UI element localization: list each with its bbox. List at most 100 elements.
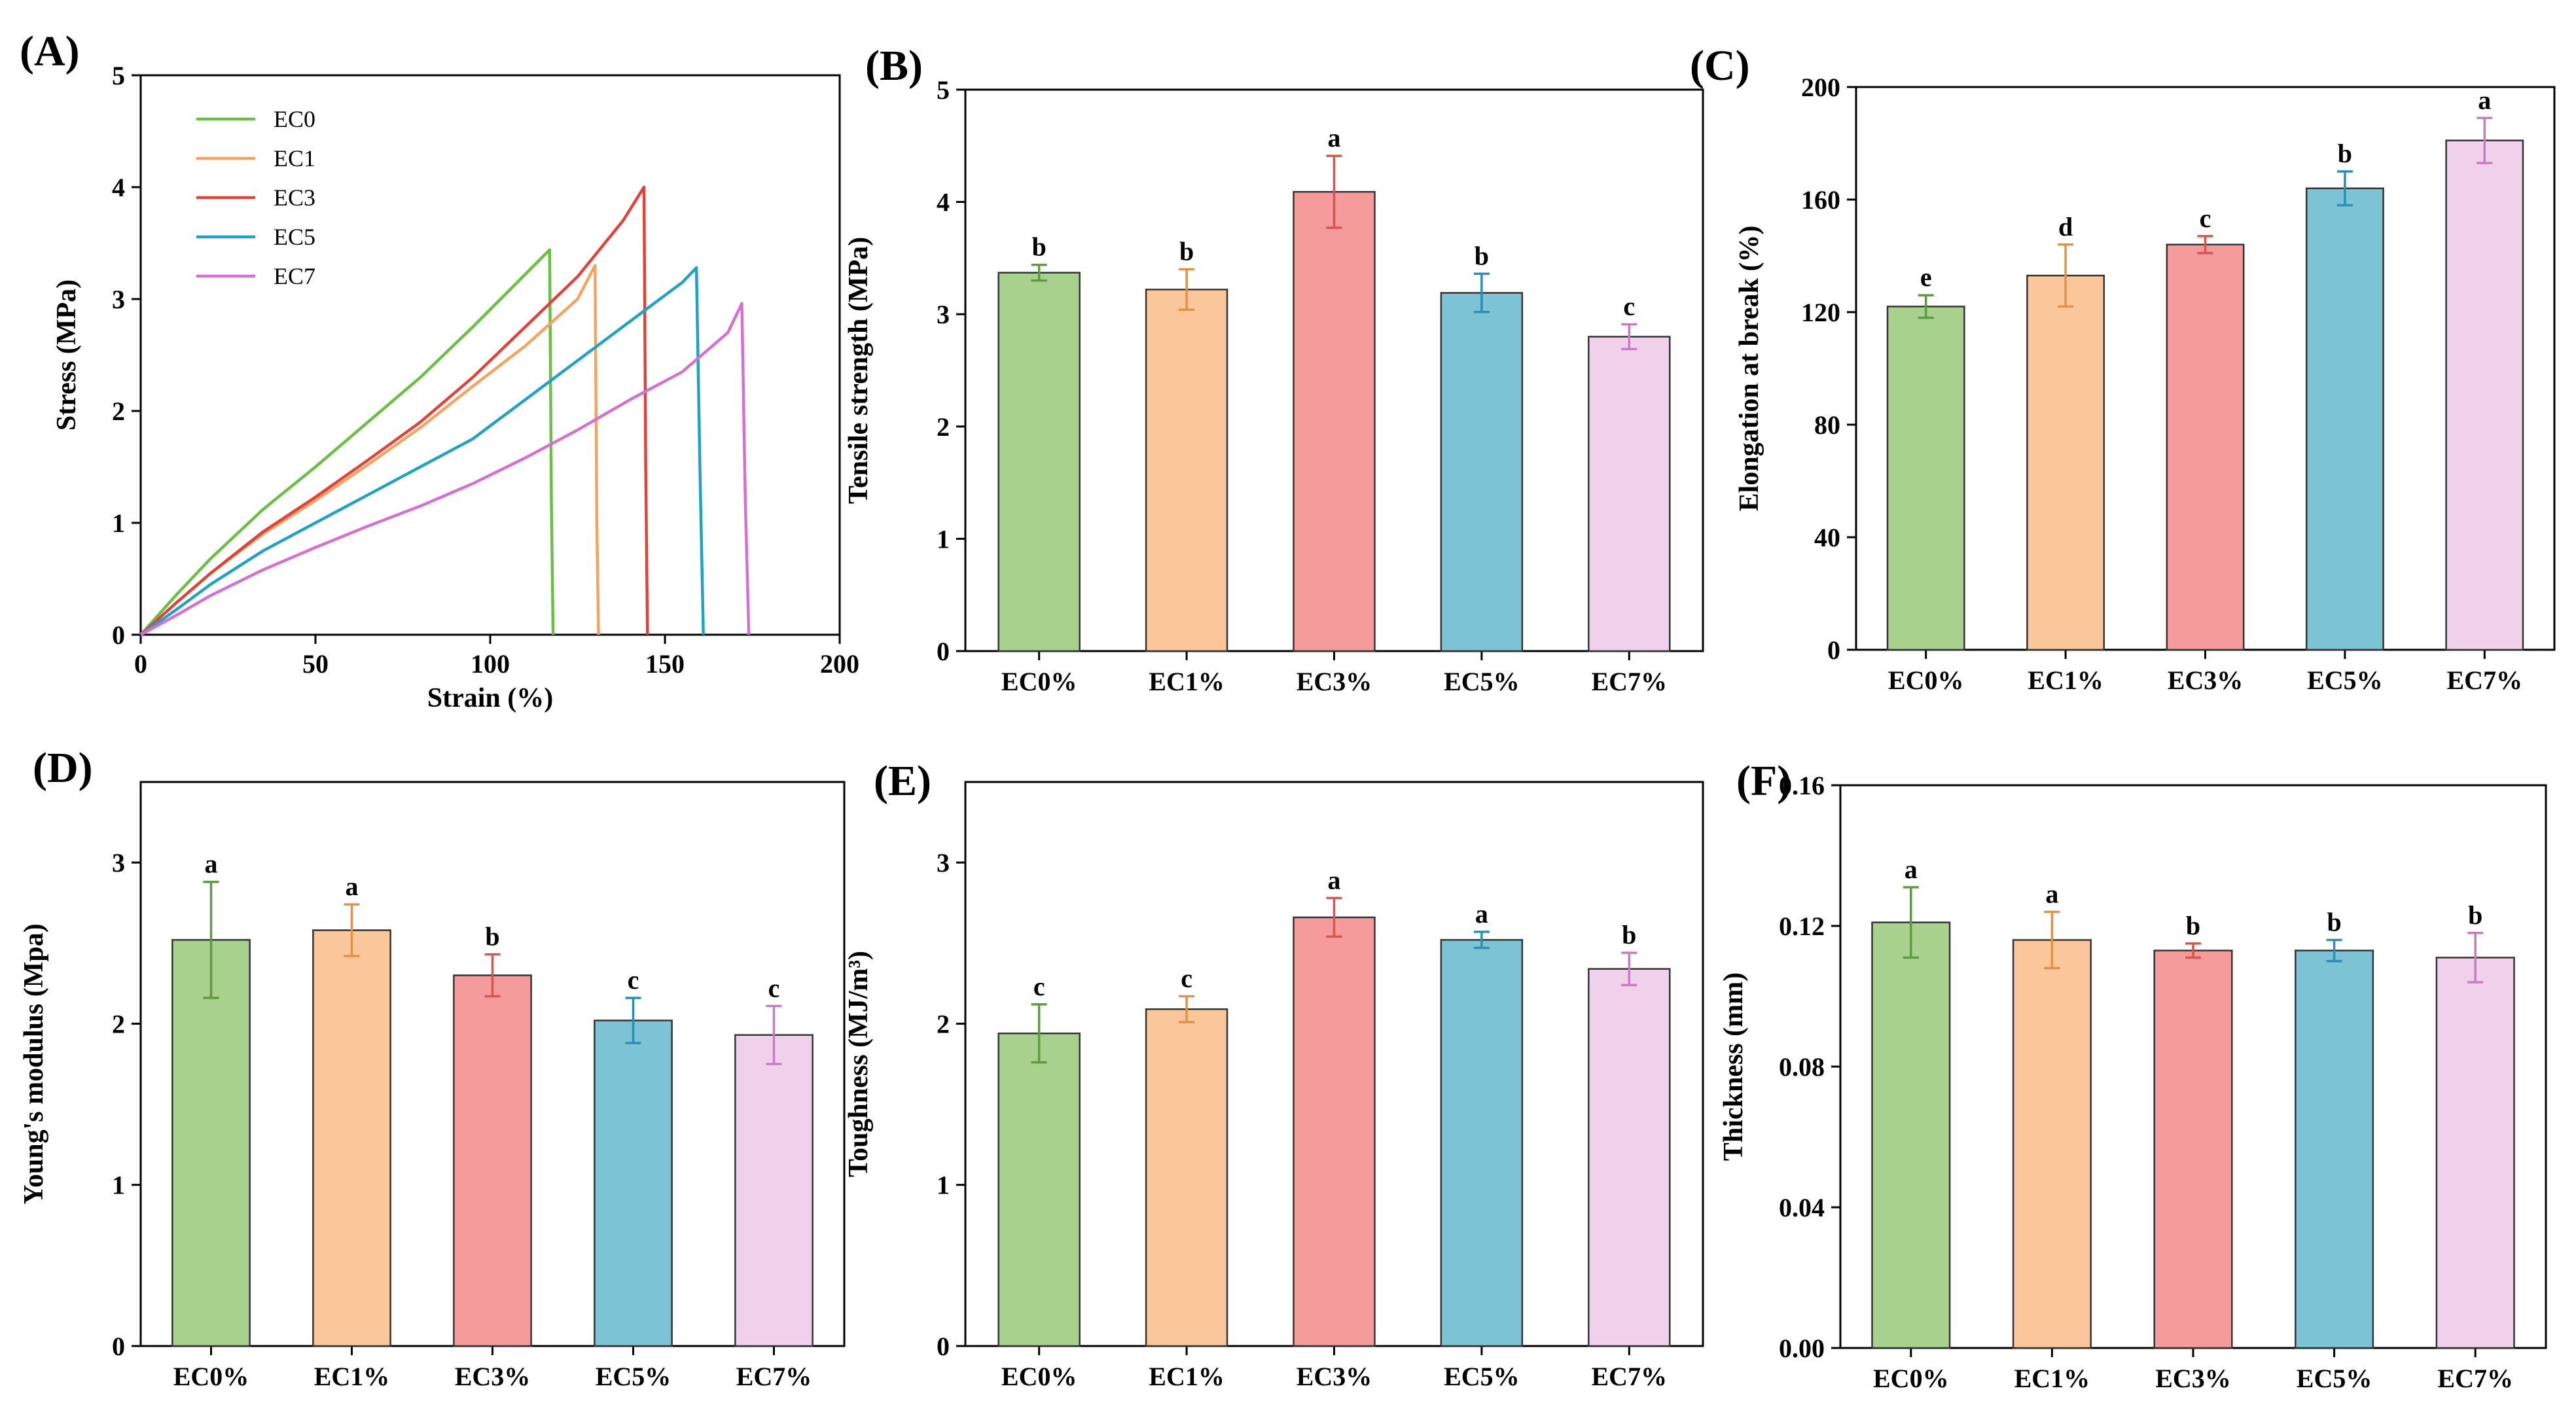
- category-label: EC1%: [1149, 667, 1225, 696]
- significance-letter: d: [2058, 212, 2073, 241]
- bar-ec1: [1145, 1008, 1228, 1347]
- y-tick-label: 40: [1814, 523, 1840, 552]
- panel-d: (D) Young's modulus (Mpa) 0 1 2 3 EC0% a EC1% a EC…: [19, 744, 846, 1391]
- significance-letter: c: [1033, 972, 1045, 1001]
- category-label: EC5%: [1444, 667, 1520, 696]
- significance-letter: a: [1328, 865, 1341, 895]
- category-label: EC5%: [1444, 1362, 1520, 1391]
- bar-ec0: [1886, 306, 1965, 651]
- significance-letter: b: [2327, 908, 2341, 937]
- category-label: EC0%: [1001, 1362, 1077, 1391]
- significance-letter: a: [2478, 85, 2491, 115]
- significance-letter: a: [1905, 855, 1918, 884]
- panel-label: (C): [1690, 42, 1750, 90]
- bar-ec1: [1145, 289, 1228, 652]
- category-label: EC3%: [1297, 1362, 1372, 1391]
- y-axis-label: Thickness (mm): [1719, 972, 1749, 1161]
- x-tick-label: 100: [471, 649, 510, 679]
- bar-ec3: [1293, 916, 1376, 1347]
- bar-ec5: [594, 1019, 673, 1347]
- category-label: EC3%: [455, 1362, 531, 1391]
- bar-ec5: [1440, 939, 1524, 1347]
- category-label: EC3%: [1297, 667, 1372, 696]
- significance-letter: b: [1622, 920, 1636, 949]
- panel-e: (E) Toughness (MJ/m³) 0 1 2 3 EC0% c EC1% c EC3% a E…: [844, 757, 1704, 1391]
- significance-letter: e: [1920, 262, 1932, 292]
- bar-ec1: [2026, 274, 2105, 651]
- category-label: EC7%: [1592, 667, 1668, 696]
- significance-letter: a: [346, 872, 359, 901]
- y-tick-label: 1: [937, 524, 950, 554]
- bar-ec3: [2153, 949, 2233, 1349]
- series-line-ec3: [139, 185, 649, 636]
- panel-label: (F): [1736, 757, 1791, 805]
- y-tick-label: 2: [937, 1009, 950, 1038]
- significance-letter: b: [2186, 911, 2200, 940]
- y-tick-label: 0: [937, 637, 950, 666]
- category-label: EC7%: [736, 1362, 812, 1391]
- y-tick-label: 80: [1814, 410, 1840, 440]
- legend-label-ec7: EC7: [274, 263, 315, 289]
- y-axis-label: Stress (MPa): [52, 279, 82, 431]
- significance-letter: b: [485, 922, 499, 951]
- bar-ec0: [997, 272, 1081, 652]
- category-label: EC1%: [2014, 1364, 2090, 1393]
- bar-ec7: [1588, 968, 1671, 1347]
- y-tick-label: 0.00: [1779, 1334, 1825, 1363]
- bar-ec5: [2295, 949, 2374, 1349]
- category-label: EC5%: [596, 1362, 671, 1391]
- legend-label-ec1: EC1: [274, 145, 315, 171]
- category-label: EC3%: [2168, 665, 2244, 695]
- significance-letter: b: [1179, 237, 1194, 266]
- y-tick-label: 0.12: [1779, 912, 1825, 941]
- y-tick-label: 2: [112, 397, 125, 426]
- bar-ec7: [2435, 957, 2515, 1349]
- series-line-ec7: [139, 302, 751, 636]
- legend-label-ec3: EC3: [274, 185, 315, 211]
- y-tick-label: 5: [112, 61, 125, 90]
- y-tick-label: 0.08: [1779, 1052, 1825, 1082]
- significance-letter: a: [2045, 879, 2058, 909]
- y-tick-label: 1: [112, 508, 125, 538]
- y-tick-label: 0: [937, 1332, 950, 1361]
- significance-letter: b: [2338, 139, 2352, 168]
- y-tick-label: 3: [112, 848, 125, 877]
- category-label: EC0%: [173, 1362, 249, 1391]
- bar-ec1: [2012, 939, 2092, 1349]
- y-tick-label: 160: [1801, 185, 1840, 215]
- y-tick-label: 1: [112, 1171, 125, 1200]
- category-label: EC0%: [1888, 665, 1964, 695]
- y-tick-label: 5: [937, 75, 950, 105]
- significance-letter: c: [2200, 204, 2211, 233]
- y-tick-label: 200: [1801, 73, 1840, 102]
- significance-letter: c: [768, 973, 780, 1002]
- panel-label: (D): [33, 744, 93, 792]
- bar-ec7: [734, 1034, 814, 1347]
- bar-ec5: [2305, 187, 2384, 651]
- category-label: EC1%: [2028, 665, 2103, 695]
- bar-ec0: [1871, 921, 1951, 1349]
- significance-letter: a: [1475, 899, 1488, 929]
- y-axis-label: Young's modulus (Mpa): [19, 923, 49, 1204]
- bar-ec3: [2166, 243, 2245, 651]
- y-tick-label: 2: [112, 1009, 125, 1038]
- category-label: EC5%: [2297, 1364, 2372, 1393]
- significance-letter: b: [2468, 900, 2482, 930]
- category-label: EC0%: [1873, 1364, 1949, 1393]
- significance-letter: b: [1032, 232, 1046, 262]
- panel-c: (C) Elongation at break (%) 0 40 80 120 160 200…: [1690, 42, 2556, 695]
- bar-ec5: [1440, 292, 1524, 652]
- category-label: EC3%: [2155, 1364, 2231, 1393]
- panel-f: (F) Thickness (mm) 0.00 0.04 0.08 0.12 0.16 EC0…: [1719, 757, 2547, 1393]
- y-axis-label: Toughness (MJ/m³): [844, 951, 874, 1177]
- y-tick-label: 0: [112, 1332, 125, 1361]
- category-label: EC7%: [2447, 665, 2523, 695]
- y-axis-label: Tensile strength (MPa): [844, 237, 874, 504]
- panel-label: (A): [20, 27, 80, 75]
- significance-letter: c: [1181, 964, 1192, 993]
- y-tick-label: 4: [112, 173, 125, 202]
- category-label: EC0%: [1001, 667, 1077, 696]
- bar-ec3: [453, 974, 532, 1347]
